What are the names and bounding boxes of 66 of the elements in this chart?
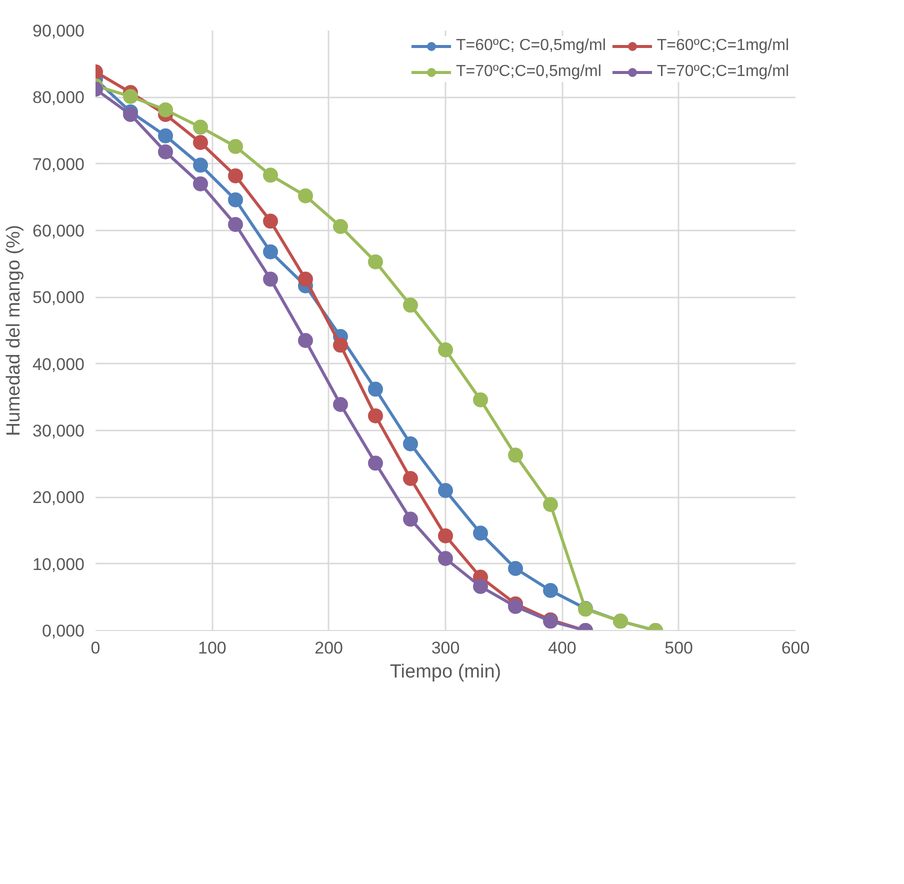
point [368,382,383,397]
x-tick-label: 200 [314,638,344,658]
point [438,483,453,498]
point [263,214,278,229]
point [263,168,278,183]
point [333,338,348,353]
point [368,408,383,424]
point [158,102,173,118]
point [438,551,453,566]
legend-label: T=60ºC; C=0,5mg/ml [456,37,606,55]
legend-label: T=70ºC;C=1mg/ml [656,63,789,81]
y-tick-label: 30,000 [32,422,85,440]
legend-label: T=70ºC;C=0,5mg/ml [456,63,602,81]
point [473,392,488,408]
point [193,158,208,173]
y-tick-label: 90,000 [32,22,85,40]
point [298,333,313,348]
y-tick-label: 40,000 [32,354,85,374]
point [403,512,418,527]
point [473,579,488,594]
point [438,342,453,358]
point [193,176,208,192]
x-axis-title: Tiempo (min) [390,662,502,682]
point [228,217,243,232]
point [508,448,523,463]
point [368,254,383,270]
y-tick-label: 50,000 [32,288,85,308]
y-tick-label: 0,000 [42,622,85,640]
x-tick-label: 600 [781,638,810,658]
x-tick-label: 100 [198,638,226,658]
point [228,139,243,154]
point [473,526,488,541]
point [368,456,383,471]
x-tick-label: 300 [431,638,460,658]
point [403,298,418,313]
point [543,497,558,512]
point [263,244,278,260]
point [298,188,313,204]
y-tick-label: 60,000 [32,222,85,240]
point [193,135,208,150]
legend-label: T=60ºC;C=1mg/ml [656,37,789,55]
point [263,272,278,287]
point [543,583,558,598]
x-tick-label: 500 [664,638,694,658]
point [123,89,138,104]
point [158,144,173,160]
point [508,561,523,576]
point [158,128,173,144]
y-tick-label: 10,000 [32,554,85,574]
point [123,107,138,122]
x-tick-label: 0 [90,638,100,658]
y-tick-label: 80,000 [32,88,85,108]
point [228,168,243,184]
point [228,192,243,208]
point [508,599,523,614]
point [403,471,418,486]
y-tick-label: 70,000 [32,154,85,174]
point [333,397,348,412]
y-tick-label: 20,000 [32,488,85,508]
point [193,120,208,135]
point [333,219,348,234]
point [438,528,453,544]
point [403,436,418,452]
point [298,272,313,287]
y-axis-title: Humedad del mango (%) [4,224,25,436]
x-tick-label: 400 [548,638,576,658]
